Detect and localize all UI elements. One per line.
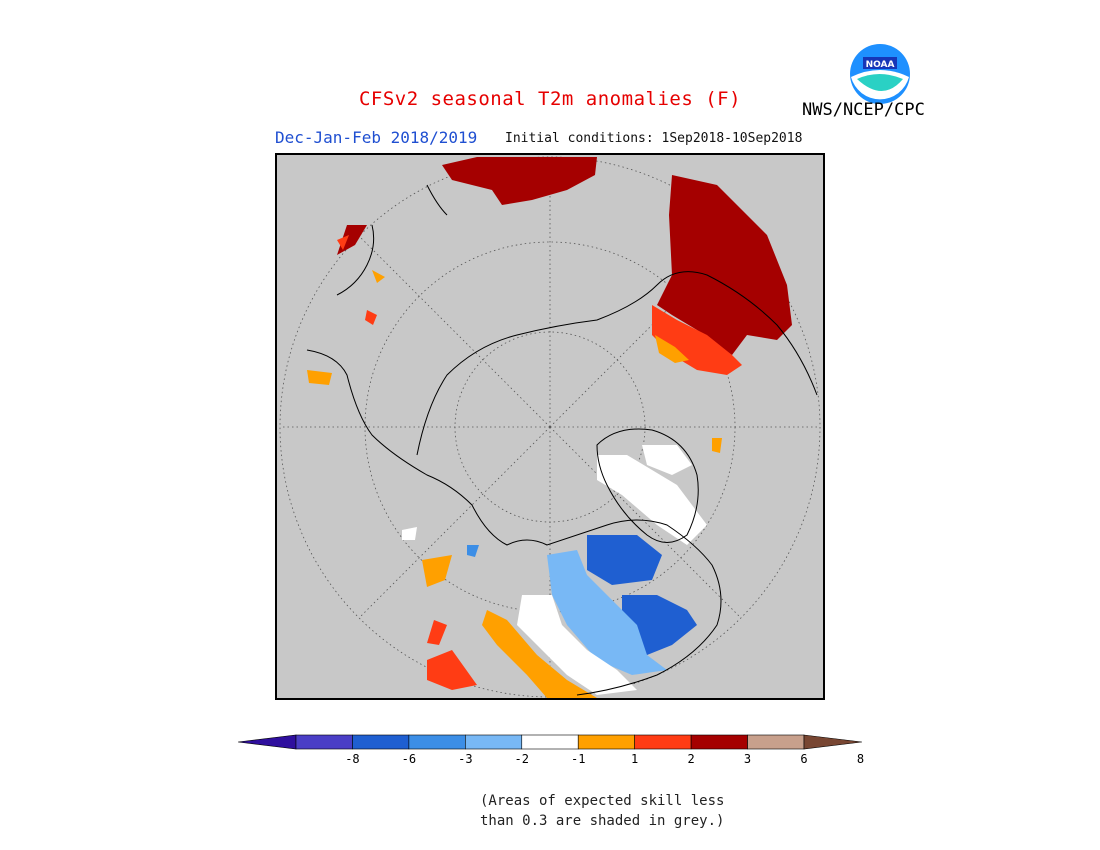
warm-anomaly-orange-asia (655, 335, 689, 363)
warm-anomaly-orange-us (482, 610, 597, 698)
chart-title: CFSv2 seasonal T2m anomalies (F) (358, 88, 742, 110)
cold-anomaly-light-canada (547, 550, 667, 675)
coastline-arabia (336, 224, 375, 296)
warm-anomaly-orange-w (372, 270, 385, 283)
color-bar-tick-label: 2 (687, 752, 695, 766)
neutral-anomaly-alaska (402, 527, 417, 540)
cold-anomaly-hudson (587, 535, 662, 585)
warm-anomaly-northwest-small (337, 235, 349, 250)
warm-anomaly-red-west (427, 620, 447, 645)
color-bar-bin (238, 734, 297, 750)
meridian (358, 426, 551, 619)
warm-anomaly-north-europe (442, 157, 597, 205)
color-bar-bin (408, 734, 466, 750)
warm-anomaly-red-southwest (427, 650, 477, 690)
coastlines (306, 184, 818, 696)
color-bar-tick-label: -8 (345, 752, 360, 766)
color-bar-bin (577, 734, 635, 750)
color-bar-tick-label: -2 (514, 752, 529, 766)
color-bar-bin (803, 734, 862, 750)
color-bar-tick-label: 8 (856, 752, 865, 766)
warm-anomaly-pacific-isle (712, 438, 722, 453)
initial-conditions-label: Initial conditions: 1Sep2018-10Sep2018 (505, 131, 803, 146)
warm-anomaly-central-asia (652, 305, 742, 375)
skill-note: (Areas of expected skill less than 0.3 a… (480, 791, 724, 831)
color-bar-tick-label: 1 (631, 752, 639, 766)
logo-text: NOAA (866, 60, 895, 70)
warm-anomaly-red-w (365, 310, 377, 325)
neutral-anomaly-greenland (597, 455, 707, 545)
color-bar (238, 734, 862, 750)
color-bar-bin (690, 734, 748, 750)
coastline-north-america (306, 349, 722, 696)
color-bar-tick-label: -6 (401, 752, 417, 766)
warm-anomaly-asia (657, 175, 792, 355)
color-bar-bin (465, 734, 523, 750)
warm-anomaly-east-africa (307, 370, 332, 385)
color-bar-bin (295, 734, 353, 750)
coastline-eurasia (416, 271, 818, 456)
polar-map (275, 153, 825, 700)
cold-anomaly-alaska (467, 545, 479, 557)
color-bar-bin (634, 734, 692, 750)
skill-note-line1: (Areas of expected skill less (480, 793, 725, 809)
skill-note-line2: than 0.3 are shaded in grey.) (480, 813, 725, 829)
season-label: Dec-Jan-Feb 2018/2019 (275, 128, 478, 147)
color-bar-tick-label: 3 (743, 752, 752, 766)
agency-label: NWS/NCEP/CPC (802, 100, 925, 120)
color-bar-tick-label: 6 (800, 752, 808, 766)
noaa-logo: NOAA (850, 44, 910, 104)
coastline-europe-fragment (426, 184, 448, 216)
color-bar-tick-label: -1 (570, 752, 586, 766)
color-bar-bin (352, 734, 410, 750)
warm-anomaly-northwest (337, 225, 367, 255)
warm-anomaly-orange-west-coast (422, 555, 452, 587)
anomaly-fields (307, 157, 792, 698)
logo-wave (857, 74, 903, 91)
neutral-anomaly-greenland-north (642, 445, 692, 475)
color-bar-tick-label: -3 (458, 752, 473, 766)
meridian (358, 235, 551, 428)
coastline-greenland (596, 428, 699, 543)
polar-map-svg (279, 156, 821, 698)
meridian (549, 426, 742, 619)
color-bar-bin (521, 734, 579, 750)
color-bar-bin (747, 734, 805, 750)
logo-text-bg (863, 57, 897, 69)
neutral-anomaly-north-america (517, 595, 637, 695)
